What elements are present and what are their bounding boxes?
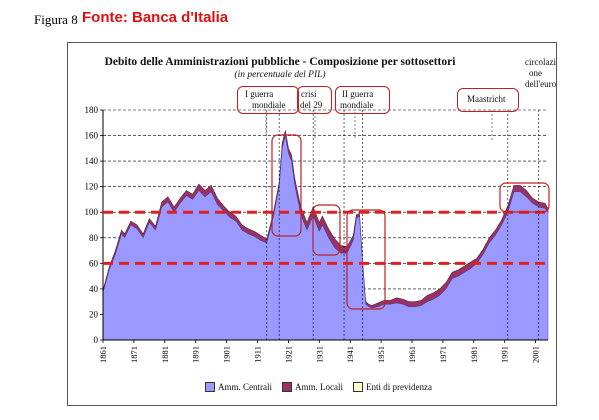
- annotation-euro-line2: one: [529, 68, 542, 78]
- x-tick-label: 1861: [98, 346, 108, 363]
- x-tick-label: 1951: [376, 346, 386, 363]
- y-tick-label: 100: [85, 207, 99, 217]
- chart-title: Debito delle Amministrazioni pubbliche -…: [104, 56, 456, 68]
- x-tick-label: 2001: [531, 346, 541, 363]
- annotation-box-crisis: [297, 86, 332, 114]
- annotation-crisis-line2: del 29: [300, 100, 323, 110]
- y-tick-label: 80: [89, 233, 99, 243]
- highlight-box-euro: [499, 182, 550, 213]
- legend-label-local: Amm. Locali: [295, 382, 343, 392]
- legend-swatch-pension: [353, 382, 363, 392]
- chart-legend: Amm. Centrali Amm. Locali Enti di previd…: [205, 382, 432, 392]
- highlight-box-crisis: [312, 204, 341, 256]
- annotation-ww1-line2: mondiale: [252, 100, 286, 110]
- x-tick-label: 1891: [191, 346, 201, 363]
- legend-item-local: Amm. Locali: [282, 382, 343, 392]
- annotation-crisis-line1: crisi: [301, 89, 317, 99]
- legend-swatch-local: [282, 382, 292, 392]
- legend-swatch-central: [205, 382, 215, 392]
- figure-label: Figura 8: [34, 12, 78, 27]
- annotation-ww2-line1: II guerra: [342, 89, 374, 99]
- y-tick-label: 120: [85, 182, 99, 192]
- x-tick-label: 1981: [469, 346, 479, 363]
- legend-label-central: Amm. Centrali: [218, 382, 272, 392]
- y-tick-label: 180: [85, 105, 99, 115]
- y-tick-label: 140: [85, 156, 99, 166]
- chart-subtitle: (in percentuale del PIL): [234, 70, 326, 80]
- annotation-ww2-line2: mondiale: [340, 100, 374, 110]
- annotation-maastricht: Maastricht: [467, 94, 506, 104]
- legend-item-central: Amm. Centrali: [205, 382, 272, 392]
- x-tick-label: 1921: [283, 346, 293, 363]
- annotation-box-maastricht: [457, 88, 519, 112]
- x-tick-label: 1941: [345, 346, 355, 363]
- annotation-box-ww1: [237, 86, 299, 114]
- highlight-box-ww1: [271, 134, 302, 237]
- x-tick-label: 1901: [222, 346, 232, 363]
- x-tick-label: 1881: [160, 346, 170, 363]
- annotation-box-ww2: [335, 86, 390, 114]
- y-tick-label: 0: [94, 335, 99, 345]
- legend-label-pension: Enti di previdenza: [366, 382, 432, 392]
- x-tick-label: 1871: [129, 346, 139, 363]
- y-tick-label: 20: [89, 309, 99, 319]
- source-label: Fonte: Banca d'Italia: [82, 9, 229, 26]
- annotation-euro-line3: dell'euro: [525, 79, 557, 89]
- x-tick-label: 1911: [253, 346, 263, 363]
- x-tick-label: 1971: [438, 346, 448, 363]
- annotation-ww1-line1: I guerra: [245, 89, 274, 99]
- y-tick-label: 160: [85, 131, 99, 141]
- y-tick-label: 60: [89, 258, 99, 268]
- x-tick-label: 1961: [407, 346, 417, 363]
- y-tick-label: 40: [89, 284, 99, 294]
- x-tick-label: 1931: [314, 346, 324, 363]
- highlight-box-ww2: [346, 209, 386, 310]
- x-tick-label: 1991: [500, 346, 510, 363]
- legend-item-pension: Enti di previdenza: [353, 382, 432, 392]
- annotation-euro-line1: circolazi: [525, 57, 556, 67]
